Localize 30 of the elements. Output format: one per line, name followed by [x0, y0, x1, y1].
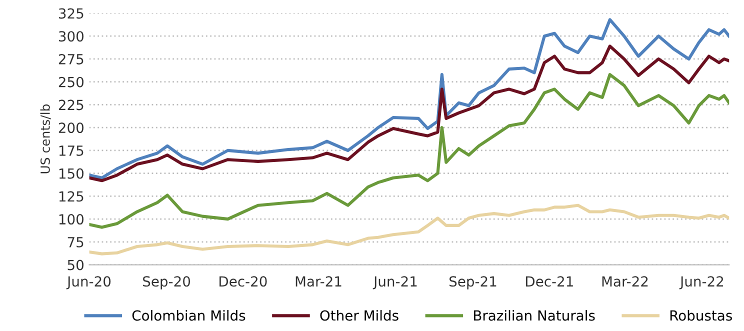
y-tick-label: 325: [58, 8, 84, 19]
x-tick-label: Mar-21: [296, 276, 342, 287]
x-tick-label: Jun-21: [372, 276, 417, 290]
legend-label: Other Milds: [320, 310, 398, 321]
x-tick-label: Mar-22: [602, 276, 648, 287]
x-tick-label: Sep-20: [143, 276, 190, 290]
line-series: [89, 73, 730, 229]
x-tick-label: Dec-21: [526, 276, 573, 287]
y-tick-label: 50: [68, 260, 84, 270]
line-series: [89, 44, 730, 182]
y-tick-label: 150: [59, 168, 84, 179]
y-tick-label: 225: [58, 100, 84, 110]
x-tick-label: Jun-20: [66, 276, 111, 290]
y-tick-label: 250: [58, 76, 84, 88]
legend-label: Robustas: [670, 310, 732, 321]
y-tick-label: 300: [58, 31, 84, 42]
y-tick-label: 75: [68, 237, 84, 248]
legend-label: Brazilian Naturals: [474, 310, 595, 321]
x-tick-label: Sep-21: [450, 276, 496, 290]
y-tick-label: 275: [58, 54, 84, 64]
x-tick-label: Jun-22: [679, 276, 724, 290]
line-series: [89, 204, 730, 256]
y-axis-title: US cents/lb: [40, 104, 51, 174]
y-tick-label: 200: [58, 122, 84, 134]
legend-label: Colombian Milds: [132, 310, 246, 321]
y-tick-label: 100: [59, 214, 84, 225]
y-tick-label: 175: [59, 146, 84, 156]
x-tick-label: Dec-20: [220, 276, 267, 287]
line-series: [89, 18, 730, 180]
y-tick-label: 125: [59, 191, 84, 202]
